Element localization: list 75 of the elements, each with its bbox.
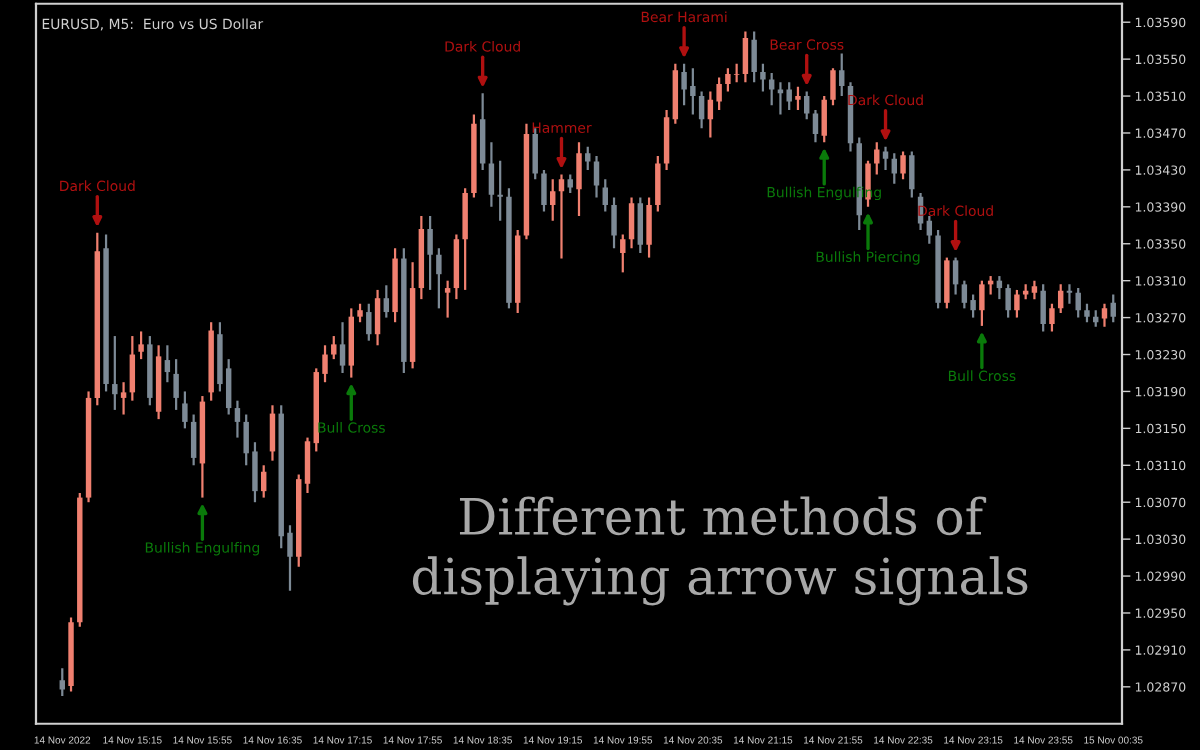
candlestick bbox=[488, 141, 495, 208]
candlestick bbox=[497, 159, 503, 222]
candlestick bbox=[260, 464, 267, 499]
candlestick bbox=[891, 152, 898, 185]
candlestick bbox=[742, 30, 749, 84]
candlestick bbox=[1066, 283, 1073, 305]
candlestick bbox=[585, 145, 591, 172]
candlestick bbox=[979, 279, 985, 328]
candlestick bbox=[795, 85, 801, 112]
candlestick bbox=[190, 413, 197, 467]
candlestick bbox=[1014, 288, 1020, 319]
candlestick bbox=[436, 247, 442, 310]
candlestick bbox=[173, 358, 179, 412]
candlestick bbox=[164, 344, 171, 384]
candlestick bbox=[1049, 302, 1055, 333]
candlestick bbox=[383, 284, 390, 319]
candlestick bbox=[120, 381, 127, 416]
candlestick bbox=[751, 30, 757, 84]
candlestick bbox=[129, 334, 136, 402]
candlestick bbox=[637, 196, 644, 255]
candlestick bbox=[646, 196, 652, 259]
candlestick bbox=[138, 330, 144, 361]
candlestick bbox=[374, 288, 381, 347]
candlestick bbox=[558, 173, 565, 260]
candlestick bbox=[944, 256, 950, 310]
candlestick bbox=[620, 233, 626, 274]
candlestick bbox=[1031, 279, 1038, 301]
candlestick bbox=[821, 94, 827, 144]
candlestick bbox=[550, 178, 556, 222]
candlestick bbox=[234, 399, 241, 439]
candlestick bbox=[900, 150, 906, 181]
candlestick bbox=[733, 62, 740, 84]
candlestick bbox=[331, 334, 337, 361]
candlestick bbox=[593, 154, 600, 199]
candlestick bbox=[427, 214, 433, 292]
candlestick bbox=[269, 404, 276, 462]
candlestick bbox=[304, 436, 311, 495]
candlestick bbox=[839, 52, 845, 98]
candlestick bbox=[768, 71, 775, 107]
candlestick bbox=[882, 145, 889, 172]
candlestick bbox=[698, 90, 705, 130]
candlestick bbox=[479, 92, 486, 172]
candlestick bbox=[602, 178, 608, 213]
candlestick bbox=[725, 67, 731, 93]
candlestick bbox=[541, 168, 547, 213]
candlestick bbox=[339, 321, 346, 375]
candlestick bbox=[655, 154, 661, 213]
annotation: Different methods of displaying arrow signals bbox=[412, 496, 1028, 606]
candlestick bbox=[611, 196, 617, 250]
candlestick bbox=[830, 67, 836, 107]
candlestick bbox=[576, 141, 582, 218]
candlestick bbox=[812, 108, 819, 144]
candlestick bbox=[961, 279, 968, 310]
candlestick bbox=[1084, 302, 1090, 324]
candlestick bbox=[952, 256, 959, 296]
candlestick bbox=[1110, 293, 1116, 324]
candlestick bbox=[1005, 283, 1011, 319]
candlestick bbox=[1075, 286, 1081, 319]
candlestick bbox=[628, 196, 635, 250]
candlestick bbox=[357, 302, 363, 324]
candlestick bbox=[444, 279, 451, 319]
candlestick bbox=[707, 90, 714, 139]
candlestick bbox=[112, 334, 118, 412]
candlestick bbox=[909, 150, 915, 199]
candlestick bbox=[59, 667, 65, 698]
candlestick bbox=[716, 76, 722, 112]
candlestick bbox=[1040, 283, 1046, 333]
candlestick bbox=[182, 390, 188, 430]
candlestick bbox=[760, 62, 766, 93]
candlestick bbox=[366, 302, 372, 342]
candlestick bbox=[803, 90, 810, 121]
candlestick bbox=[1101, 302, 1108, 328]
candlestick bbox=[462, 187, 468, 292]
candlestick bbox=[663, 108, 670, 172]
candlestick bbox=[786, 81, 792, 112]
